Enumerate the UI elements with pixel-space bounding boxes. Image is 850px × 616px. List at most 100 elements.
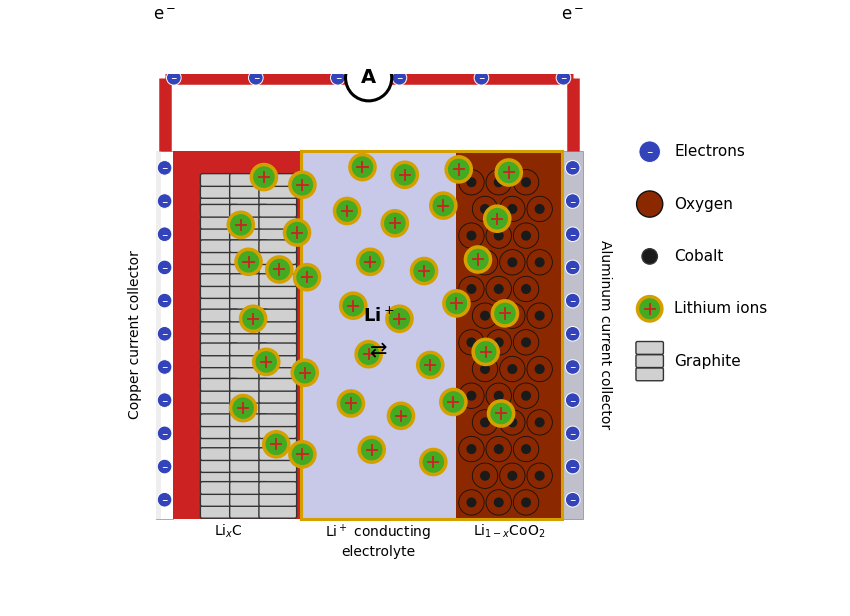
Circle shape (360, 251, 381, 272)
Circle shape (467, 284, 477, 294)
Bar (301, 151, 456, 519)
Circle shape (337, 390, 365, 417)
Circle shape (486, 330, 512, 355)
FancyBboxPatch shape (201, 343, 238, 355)
Circle shape (459, 169, 484, 195)
Circle shape (157, 393, 172, 408)
Circle shape (565, 492, 580, 507)
FancyBboxPatch shape (201, 309, 238, 322)
Circle shape (411, 257, 438, 285)
Circle shape (346, 55, 392, 101)
Circle shape (535, 418, 545, 428)
Circle shape (637, 296, 663, 322)
FancyBboxPatch shape (201, 493, 238, 506)
Circle shape (467, 230, 477, 241)
Circle shape (494, 230, 504, 241)
Circle shape (227, 211, 254, 238)
FancyBboxPatch shape (230, 367, 268, 379)
Circle shape (473, 410, 498, 435)
FancyBboxPatch shape (230, 482, 268, 494)
FancyBboxPatch shape (201, 460, 238, 472)
Circle shape (494, 444, 504, 454)
Circle shape (459, 276, 484, 302)
Text: −: − (162, 496, 167, 505)
Circle shape (473, 463, 498, 488)
Circle shape (494, 391, 504, 400)
Text: Copper current collector: Copper current collector (128, 251, 142, 419)
FancyBboxPatch shape (259, 343, 297, 355)
FancyBboxPatch shape (201, 402, 238, 415)
FancyBboxPatch shape (201, 438, 238, 450)
FancyBboxPatch shape (230, 205, 268, 217)
Circle shape (486, 383, 512, 408)
Circle shape (384, 213, 405, 234)
Circle shape (468, 249, 489, 270)
Circle shape (390, 405, 411, 426)
Text: −: − (252, 75, 259, 83)
Bar (156, 151, 162, 519)
Circle shape (491, 300, 518, 327)
Circle shape (445, 293, 468, 314)
Bar (156, 151, 173, 519)
Circle shape (269, 259, 290, 280)
FancyBboxPatch shape (259, 174, 297, 186)
FancyBboxPatch shape (230, 185, 268, 198)
Circle shape (337, 200, 358, 222)
Circle shape (419, 354, 441, 376)
Circle shape (521, 391, 531, 400)
Circle shape (507, 471, 518, 480)
Circle shape (388, 308, 411, 330)
Text: −: − (570, 264, 575, 273)
Circle shape (473, 197, 498, 222)
Circle shape (521, 444, 531, 454)
Circle shape (480, 257, 490, 267)
Text: −: − (162, 430, 167, 439)
Circle shape (157, 360, 172, 375)
Circle shape (565, 426, 580, 440)
FancyBboxPatch shape (201, 264, 238, 277)
Circle shape (507, 257, 518, 267)
Circle shape (521, 230, 531, 241)
Circle shape (167, 70, 181, 85)
FancyBboxPatch shape (230, 460, 268, 472)
FancyBboxPatch shape (259, 286, 297, 298)
Circle shape (565, 326, 580, 341)
Circle shape (527, 356, 552, 382)
Circle shape (486, 276, 512, 302)
Text: −: − (570, 198, 575, 206)
Circle shape (507, 204, 518, 214)
Circle shape (473, 356, 498, 382)
Circle shape (235, 248, 262, 275)
Circle shape (500, 303, 525, 328)
Circle shape (494, 284, 504, 294)
Text: −: − (570, 430, 575, 439)
Text: A: A (361, 68, 377, 87)
FancyBboxPatch shape (201, 321, 238, 334)
Circle shape (157, 260, 172, 275)
Text: −: − (162, 231, 167, 240)
Circle shape (297, 266, 318, 288)
Circle shape (494, 177, 504, 187)
Text: −: − (162, 397, 167, 406)
Circle shape (252, 349, 280, 375)
Circle shape (448, 158, 469, 180)
FancyBboxPatch shape (259, 426, 297, 439)
Text: Lithium ions: Lithium ions (674, 301, 768, 316)
Circle shape (513, 169, 539, 195)
Circle shape (556, 70, 570, 85)
FancyBboxPatch shape (259, 309, 297, 322)
Circle shape (157, 492, 172, 507)
Text: −: − (570, 231, 575, 240)
FancyBboxPatch shape (230, 240, 268, 253)
FancyBboxPatch shape (230, 402, 268, 415)
FancyBboxPatch shape (259, 438, 297, 450)
Circle shape (333, 198, 360, 224)
FancyBboxPatch shape (259, 198, 297, 210)
Circle shape (639, 298, 660, 319)
Circle shape (475, 341, 496, 363)
FancyBboxPatch shape (230, 216, 268, 229)
FancyBboxPatch shape (230, 438, 268, 450)
FancyBboxPatch shape (230, 506, 268, 518)
Text: −: − (570, 363, 575, 373)
Bar (562, 151, 583, 519)
